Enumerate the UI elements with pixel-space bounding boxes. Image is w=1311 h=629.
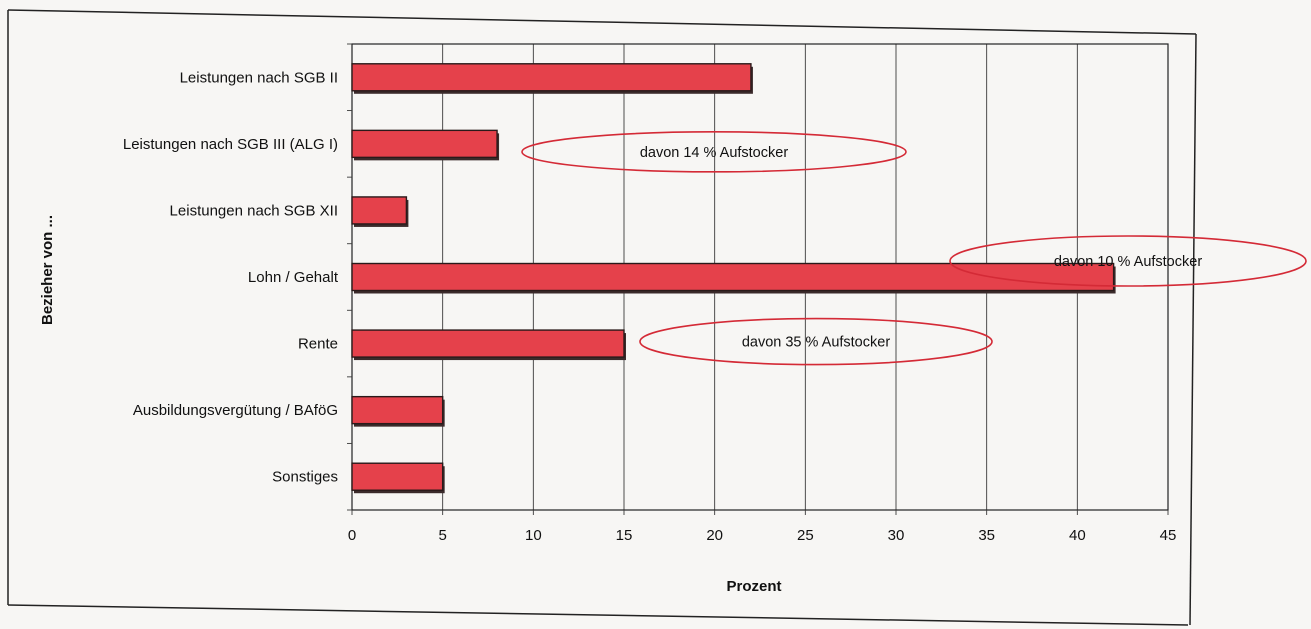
category-label: Rente (298, 336, 338, 353)
page-frame-top (7, 9, 1197, 35)
category-label: Leistungen nach SGB II (180, 69, 338, 86)
bar (351, 262, 1115, 292)
y-axis-title: Bezieher von ... (39, 215, 56, 325)
category-label: Sonstiges (272, 469, 338, 486)
bar (351, 395, 444, 425)
annotation-ellipse (949, 235, 1307, 287)
x-tick-label: 10 (525, 527, 542, 544)
x-tick-label: 5 (438, 527, 446, 544)
x-tick-labels: 0 5 10 15 20 25 30 35 40 45 (348, 527, 1177, 544)
annotations: davon 14 % Aufstocker davon 10 % Aufstock… (521, 131, 1307, 366)
bar (351, 196, 408, 225)
x-tick-label: 35 (978, 527, 995, 544)
bars (351, 63, 1116, 494)
category-label: Lohn / Gehalt (248, 269, 339, 286)
page-frame-right (1189, 33, 1197, 626)
category-label: Leistungen nach SGB III (ALG I) (123, 136, 338, 153)
annotation-ellipse (639, 317, 993, 366)
x-tick-label: 0 (348, 527, 356, 544)
x-tick-label: 45 (1160, 527, 1177, 544)
bar (351, 329, 625, 358)
bar (351, 462, 444, 491)
x-tick-label: 15 (616, 527, 633, 544)
bar (351, 63, 752, 92)
annotation-ellipse (521, 131, 907, 173)
page-frame-bottom (7, 604, 1189, 626)
category-label: Leistungen nach SGB XII (170, 202, 338, 219)
category-labels: Leistungen nach SGB II Leistungen nach SG… (123, 69, 339, 485)
bar (351, 129, 498, 159)
annotation-text: davon 35 % Aufstocker (742, 335, 890, 351)
x-tick-label: 30 (888, 527, 905, 544)
annotation-text: davon 14 % Aufstocker (640, 145, 788, 161)
category-label: Ausbildungsvergütung / BAföG (133, 402, 338, 419)
x-axis-title: Prozent (726, 578, 781, 595)
x-tick-label: 20 (706, 527, 723, 544)
x-tick-label: 40 (1069, 527, 1086, 544)
x-tick-label: 25 (797, 527, 814, 544)
annotation-text: davon 10 % Aufstocker (1054, 254, 1202, 270)
